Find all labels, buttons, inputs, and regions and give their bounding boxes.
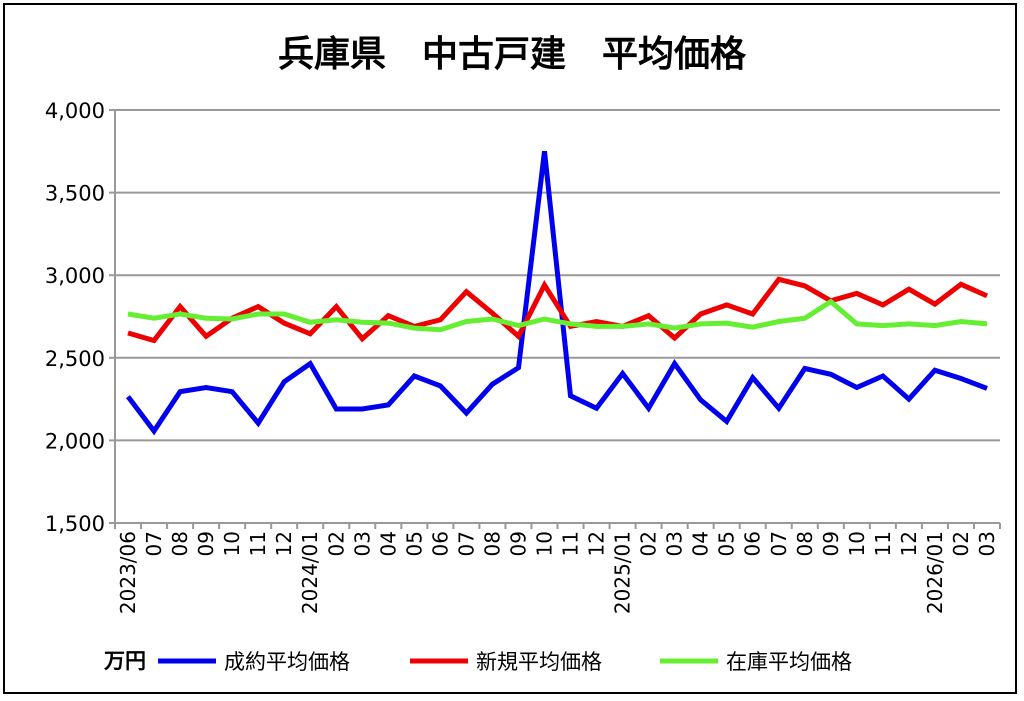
x-tick-label: 2025/01 [611, 531, 635, 614]
x-tick-label: 11 [246, 531, 270, 556]
y-tick-label: 4,000 [45, 99, 105, 123]
x-tick-label: 07 [767, 531, 791, 556]
x-tick-label: 2024/01 [298, 531, 322, 614]
x-tick-label: 03 [975, 531, 999, 556]
x-tick-label: 05 [402, 531, 426, 556]
chart-frame [3, 3, 1017, 694]
x-tick-label: 2026/01 [923, 531, 947, 614]
legend-label: 新規平均価格 [476, 650, 602, 674]
x-tick-label: 03 [350, 531, 374, 556]
y-tick-label: 3,500 [45, 182, 105, 206]
y-tick-label: 1,500 [45, 512, 105, 536]
x-tick-label: 07 [454, 531, 478, 556]
x-tick-label: 09 [819, 531, 843, 556]
x-tick-label: 10 [845, 531, 869, 556]
x-tick-label: 03 [663, 531, 687, 556]
x-tick-label: 05 [715, 531, 739, 556]
y-tick-label: 2,000 [45, 429, 105, 453]
legend-label: 成約平均価格 [224, 650, 350, 674]
x-tick-label: 2023/06 [116, 531, 140, 614]
x-tick-label: 04 [376, 531, 400, 556]
x-tick-label: 08 [793, 531, 817, 556]
x-tick-label: 11 [871, 531, 895, 556]
x-tick-label: 12 [272, 531, 296, 556]
x-tick-label: 02 [637, 531, 661, 556]
series-line [126, 151, 988, 436]
x-tick-label: 02 [324, 531, 348, 556]
series-line [127, 298, 988, 333]
chart-title: 兵庫県 中古戸建 平均価格 [278, 34, 747, 75]
y-tick-label: 2,500 [45, 347, 105, 371]
x-tick-label: 10 [220, 531, 244, 556]
legend-label: 在庫平均価格 [726, 650, 852, 674]
unit-label: 万円 [103, 649, 146, 673]
x-tick-label: 07 [142, 531, 166, 556]
x-tick-label: 08 [168, 531, 192, 556]
x-tick-label: 11 [559, 531, 583, 556]
x-tick-label: 06 [428, 531, 452, 556]
x-tick-label: 06 [741, 531, 765, 556]
y-tick-label: 3,000 [45, 264, 105, 288]
x-tick-label: 04 [689, 531, 713, 556]
x-tick-label: 08 [480, 531, 504, 556]
x-tick-label: 10 [532, 531, 556, 556]
x-tick-label: 09 [194, 531, 218, 556]
x-tick-label: 02 [949, 531, 973, 556]
x-tick-label: 12 [585, 531, 609, 556]
x-tick-label: 12 [897, 531, 921, 556]
x-tick-label: 09 [506, 531, 530, 556]
